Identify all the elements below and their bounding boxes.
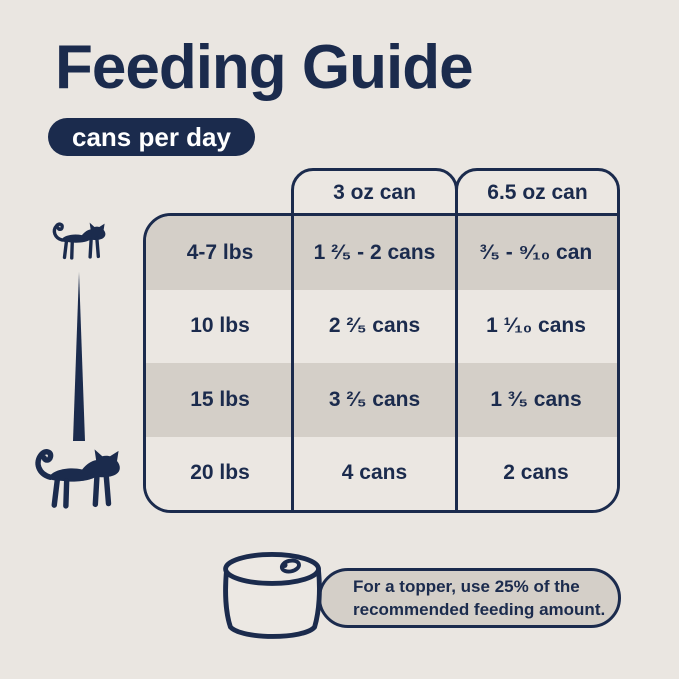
column-header-3oz: 3 oz can: [291, 168, 458, 216]
weight-cell: 10 lbs: [190, 314, 250, 338]
amount-3oz-cell: 3 ²⁄₅ cans: [328, 387, 421, 411]
table-row: 4-7 lbs 1 ²⁄₅ - 2 cans ³⁄₅ - ⁹⁄₁₀ can: [146, 216, 617, 290]
amount-3oz-cell: 4 cans: [341, 461, 408, 485]
topper-note: For a topper, use 25% of the recommended…: [318, 568, 621, 628]
amount-6-5oz-cell: 2 cans: [503, 461, 569, 485]
table-row: 10 lbs 2 ²⁄₅ cans 1 ¹⁄₁₀ cans: [146, 289, 617, 363]
large-cat-icon: [35, 449, 120, 509]
amount-3oz-cell: 2 ²⁄₅ cans: [328, 314, 421, 338]
small-cat-icon: [52, 222, 106, 260]
feeding-table: 4-7 lbs 1 ²⁄₅ - 2 cans ³⁄₅ - ⁹⁄₁₀ can 10…: [143, 213, 620, 513]
table-row: 20 lbs 4 cans 2 cans: [146, 436, 617, 510]
table-row: 15 lbs 3 ²⁄₅ cans 1 ³⁄₅ cans: [146, 363, 617, 437]
topper-note-line2: recommended feeding amount.: [353, 600, 606, 619]
amount-6-5oz-cell: ³⁄₅ - ⁹⁄₁₀ can: [479, 240, 593, 264]
column-header-6-5oz: 6.5 oz can: [455, 168, 620, 216]
page-title: Feeding Guide: [55, 33, 474, 102]
weight-cell: 15 lbs: [190, 387, 250, 411]
weight-cell: 4-7 lbs: [186, 240, 254, 264]
amount-6-5oz-cell: 1 ¹⁄₁₀ cans: [486, 314, 586, 338]
column-divider: [455, 216, 458, 510]
size-taper-icon: [73, 272, 85, 441]
topper-note-line1: For a topper, use 25% of the: [353, 576, 580, 596]
amount-6-5oz-cell: 1 ³⁄₅ cans: [490, 387, 582, 411]
amount-3oz-cell: 1 ²⁄₅ - 2 cans: [313, 240, 436, 264]
cans-per-day-badge: cans per day: [48, 118, 255, 156]
weight-cell: 20 lbs: [190, 461, 250, 485]
column-divider: [291, 216, 294, 510]
can-icon: [223, 552, 322, 639]
